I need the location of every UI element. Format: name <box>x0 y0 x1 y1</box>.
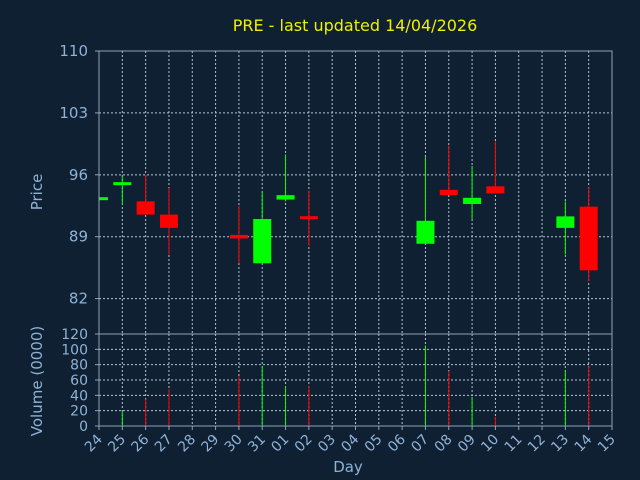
candle-body <box>486 186 505 194</box>
volume-tick-label: 80 <box>70 358 88 374</box>
price-axis-label: Price <box>28 174 46 211</box>
x-tick-label: 27 <box>152 432 176 456</box>
volume-tick-label: 20 <box>70 404 88 420</box>
x-tick-label: 25 <box>105 432 129 456</box>
x-tick-label: 06 <box>385 431 409 455</box>
x-tick-label: 02 <box>292 432 316 456</box>
volume-grid <box>99 334 612 426</box>
x-tick-label: 09 <box>455 432 479 456</box>
x-ticks: 24 25 26 27 28 29 30 31 01 02 03 04 05 06 07 08 09 10 11 12… <box>82 426 619 455</box>
x-tick-label: 08 <box>432 432 456 456</box>
candle-body <box>556 216 575 228</box>
x-tick-label: 04 <box>338 431 362 455</box>
candle-body <box>416 220 435 244</box>
x-tick-label: 31 <box>245 432 269 456</box>
price-tick-label: 82 <box>69 290 88 308</box>
volume-tick-label: 60 <box>70 373 88 389</box>
candle-body <box>229 234 248 239</box>
candle-body <box>439 189 458 196</box>
candle-body <box>113 182 132 186</box>
x-tick-label: 30 <box>222 432 246 456</box>
x-tick-label: 07 <box>408 432 432 456</box>
x-tick-label: 10 <box>478 432 502 456</box>
candles <box>99 141 598 281</box>
x-tick-label: 28 <box>175 432 199 456</box>
x-tick-label: 01 <box>268 432 292 456</box>
x-tick-label: 29 <box>198 432 222 456</box>
price-panel: 110 103 96 89 82 <box>59 42 613 335</box>
candle-body <box>299 216 318 220</box>
price-tick-label: 103 <box>59 104 88 122</box>
volume-axis-label: Volume (0000) <box>28 326 46 436</box>
price-tick-label: 110 <box>59 42 88 60</box>
volume-bars <box>121 345 590 426</box>
x-tick-label: 26 <box>129 431 153 455</box>
x-tick-label: 14 <box>572 431 596 455</box>
volume-tick-label: 0 <box>79 419 88 435</box>
volume-tick-label: 120 <box>61 327 88 343</box>
price-tick-label: 89 <box>69 228 88 246</box>
price-tick-label: 96 <box>69 166 88 184</box>
x-tick-label: 12 <box>525 432 549 456</box>
candle-body <box>159 214 178 228</box>
price-grid <box>99 51 612 334</box>
x-tick-label: 13 <box>548 432 572 456</box>
candle-body <box>99 197 108 201</box>
x-tick-label: 03 <box>315 432 339 456</box>
x-tick-label: 05 <box>362 432 386 456</box>
volume-tick-label: 40 <box>70 388 88 404</box>
x-tick-label: 24 <box>82 431 106 455</box>
x-tick-label: 15 <box>595 432 619 456</box>
volume-tick-label: 100 <box>61 342 88 358</box>
price-y-ticks: 110 103 96 89 82 <box>59 42 99 308</box>
candle-body <box>579 206 598 271</box>
candle-body <box>253 219 272 264</box>
chart-title: PRE - last updated 14/04/2026 <box>233 16 478 35</box>
candle-body <box>463 197 482 204</box>
x-tick-label: 11 <box>502 432 526 456</box>
candle-body <box>276 195 295 200</box>
x-axis-label: Day <box>333 458 363 476</box>
candle-body <box>136 201 155 215</box>
